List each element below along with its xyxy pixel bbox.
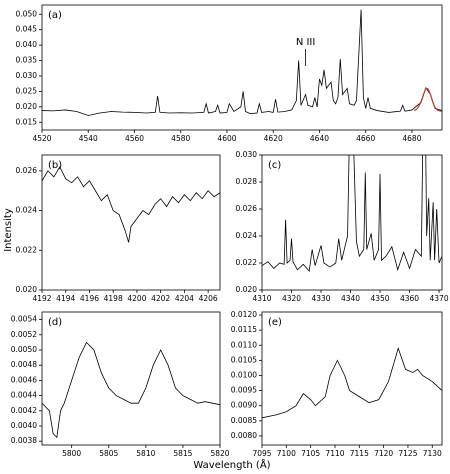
axes-frame xyxy=(41,154,221,291)
annotation: N III xyxy=(296,37,316,48)
y-tick-label: 0.024 xyxy=(236,231,258,240)
x-tick-label: 4660 xyxy=(356,134,375,143)
spectrum-line xyxy=(262,155,442,273)
spectrum-line xyxy=(42,341,220,439)
x-tick-label: 7120 xyxy=(374,449,393,458)
x-tick-label: 5805 xyxy=(99,449,118,458)
axes-frame xyxy=(261,311,443,446)
x-tick-label: 4200 xyxy=(127,294,146,303)
x-tick-label: 4560 xyxy=(125,134,144,143)
x-tick-label: 5800 xyxy=(62,449,81,458)
y-tick-label: 0.0105 xyxy=(231,355,257,364)
y-tick-label: 0.0100 xyxy=(231,370,257,379)
y-tick-label: 0.015 xyxy=(16,117,38,126)
x-tick-label: 4360 xyxy=(400,294,419,303)
spectrum-line xyxy=(42,9,442,116)
x-axis-label: Wavelength (Å) xyxy=(193,458,270,471)
y-tick-label: 0.050 xyxy=(16,9,38,18)
y-tick-label: 0.020 xyxy=(236,285,258,294)
y-tick-label: 0.0046 xyxy=(11,375,37,384)
x-tick-label: 7130 xyxy=(423,449,442,458)
axes-frame xyxy=(41,4,443,131)
y-tick-label: 0.030 xyxy=(16,71,38,80)
x-tick-label: 7115 xyxy=(350,449,369,458)
x-tick-label: 4320 xyxy=(282,294,301,303)
x-tick-label: 4194 xyxy=(56,294,75,303)
x-tick-label: 4680 xyxy=(402,134,421,143)
y-tick-label: 0.0042 xyxy=(11,406,37,415)
x-tick-label: 5810 xyxy=(136,449,155,458)
y-tick-label: 0.035 xyxy=(16,56,38,65)
plot-area xyxy=(262,346,442,419)
y-tick-label: 0.0115 xyxy=(231,325,257,334)
x-tick-label: 7105 xyxy=(301,449,320,458)
y-tick-label: 0.045 xyxy=(16,25,38,34)
plot-area xyxy=(262,155,442,273)
y-tick-label: 0.025 xyxy=(16,86,38,95)
panel-label: (a) xyxy=(48,10,62,21)
x-tick-label: 4310 xyxy=(252,294,271,303)
x-tick-label: 4620 xyxy=(264,134,283,143)
y-tick-label: 0.020 xyxy=(16,285,38,294)
x-tick-label: 4540 xyxy=(79,134,98,143)
panel-label: (c) xyxy=(268,160,281,171)
y-tick-label: 0.0050 xyxy=(11,345,37,354)
x-tick-label: 4350 xyxy=(370,294,389,303)
y-axis-label: Intensity xyxy=(3,208,14,252)
y-tick-label: 0.028 xyxy=(236,177,258,186)
y-tick-label: 0.022 xyxy=(16,245,38,254)
y-tick-label: 0.0095 xyxy=(231,386,257,395)
x-tick-label: 4600 xyxy=(217,134,236,143)
x-tick-label: 4198 xyxy=(104,294,123,303)
x-tick-label: 7100 xyxy=(277,449,296,458)
panel-label: (d) xyxy=(48,317,62,328)
y-tick-label: 0.030 xyxy=(236,150,258,159)
panel-label: (e) xyxy=(268,317,282,328)
x-tick-label: 4192 xyxy=(32,294,51,303)
y-tick-label: 0.0044 xyxy=(11,391,37,400)
y-tick-label: 0.0090 xyxy=(231,401,257,410)
plot-area xyxy=(42,166,220,243)
y-tick-label: 0.0080 xyxy=(231,431,257,440)
y-tick-label: 0.0120 xyxy=(231,310,257,319)
y-tick-label: 0.0054 xyxy=(11,315,37,324)
y-tick-label: 0.026 xyxy=(16,166,38,175)
y-tick-label: 0.0040 xyxy=(11,421,37,430)
y-tick-label: 0.026 xyxy=(236,204,258,213)
x-tick-label: 4640 xyxy=(310,134,329,143)
x-tick-label: 4196 xyxy=(80,294,99,303)
plot-area xyxy=(42,9,442,116)
x-tick-label: 4202 xyxy=(151,294,170,303)
y-tick-label: 0.0052 xyxy=(11,330,37,339)
y-tick-label: 0.020 xyxy=(16,102,38,111)
y-tick-label: 0.0085 xyxy=(231,416,257,425)
panel-label: (b) xyxy=(48,160,62,171)
x-tick-label: 4520 xyxy=(32,134,51,143)
x-tick-label: 4330 xyxy=(311,294,330,303)
y-tick-label: 0.0110 xyxy=(231,340,257,349)
x-tick-label: 5815 xyxy=(173,449,192,458)
plot-area xyxy=(42,341,220,439)
y-tick-label: 0.0048 xyxy=(11,360,37,369)
x-tick-label: 4204 xyxy=(175,294,194,303)
y-tick-label: 0.022 xyxy=(236,258,258,267)
x-tick-label: 4340 xyxy=(341,294,360,303)
x-tick-label: 4206 xyxy=(199,294,218,303)
y-tick-label: 0.040 xyxy=(16,40,38,49)
y-tick-label: 0.024 xyxy=(16,206,38,215)
axes-frame xyxy=(41,311,221,446)
x-tick-label: 7095 xyxy=(252,449,271,458)
x-tick-label: 4370 xyxy=(430,294,449,303)
axes-frame xyxy=(261,154,443,291)
x-tick-label: 4580 xyxy=(171,134,190,143)
x-tick-label: 5820 xyxy=(210,449,229,458)
x-tick-label: 7110 xyxy=(325,449,344,458)
x-tick-label: 7125 xyxy=(398,449,417,458)
spectrum-line xyxy=(42,166,220,243)
y-tick-label: 0.0038 xyxy=(11,436,37,445)
spectrum-line xyxy=(413,87,442,112)
spectrum-line xyxy=(262,346,442,419)
